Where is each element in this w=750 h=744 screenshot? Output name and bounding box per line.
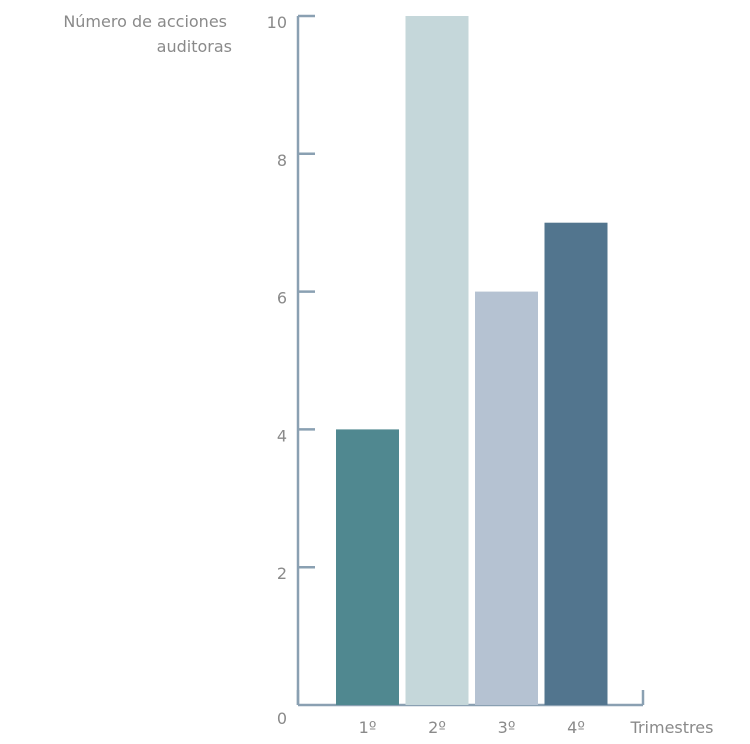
- labels: Número de acciones auditoras Trimestres …: [63, 12, 713, 737]
- x-tick-label: 1º: [359, 718, 377, 737]
- y-tick-label: 4: [277, 426, 287, 445]
- y-axis-title-line-2: auditoras: [157, 37, 232, 56]
- y-tick-label: 10: [267, 13, 287, 32]
- bar-2: [405, 16, 469, 705]
- y-tick-label: 0: [277, 709, 287, 728]
- x-tick-label: 4º: [567, 718, 585, 737]
- y-tick-label: 2: [277, 564, 287, 583]
- bars: [336, 16, 608, 705]
- bar-1: [336, 429, 399, 705]
- bar-4: [544, 222, 608, 705]
- y-tick-label: 8: [277, 151, 287, 170]
- x-axis-title: Trimestres: [630, 718, 714, 737]
- y-axis-title-line-1: Número de acciones: [63, 12, 227, 31]
- x-tick-label: 3º: [498, 718, 516, 737]
- bar-3: [475, 291, 538, 705]
- x-tick-label: 2º: [428, 718, 446, 737]
- y-tick-label: 6: [277, 289, 287, 308]
